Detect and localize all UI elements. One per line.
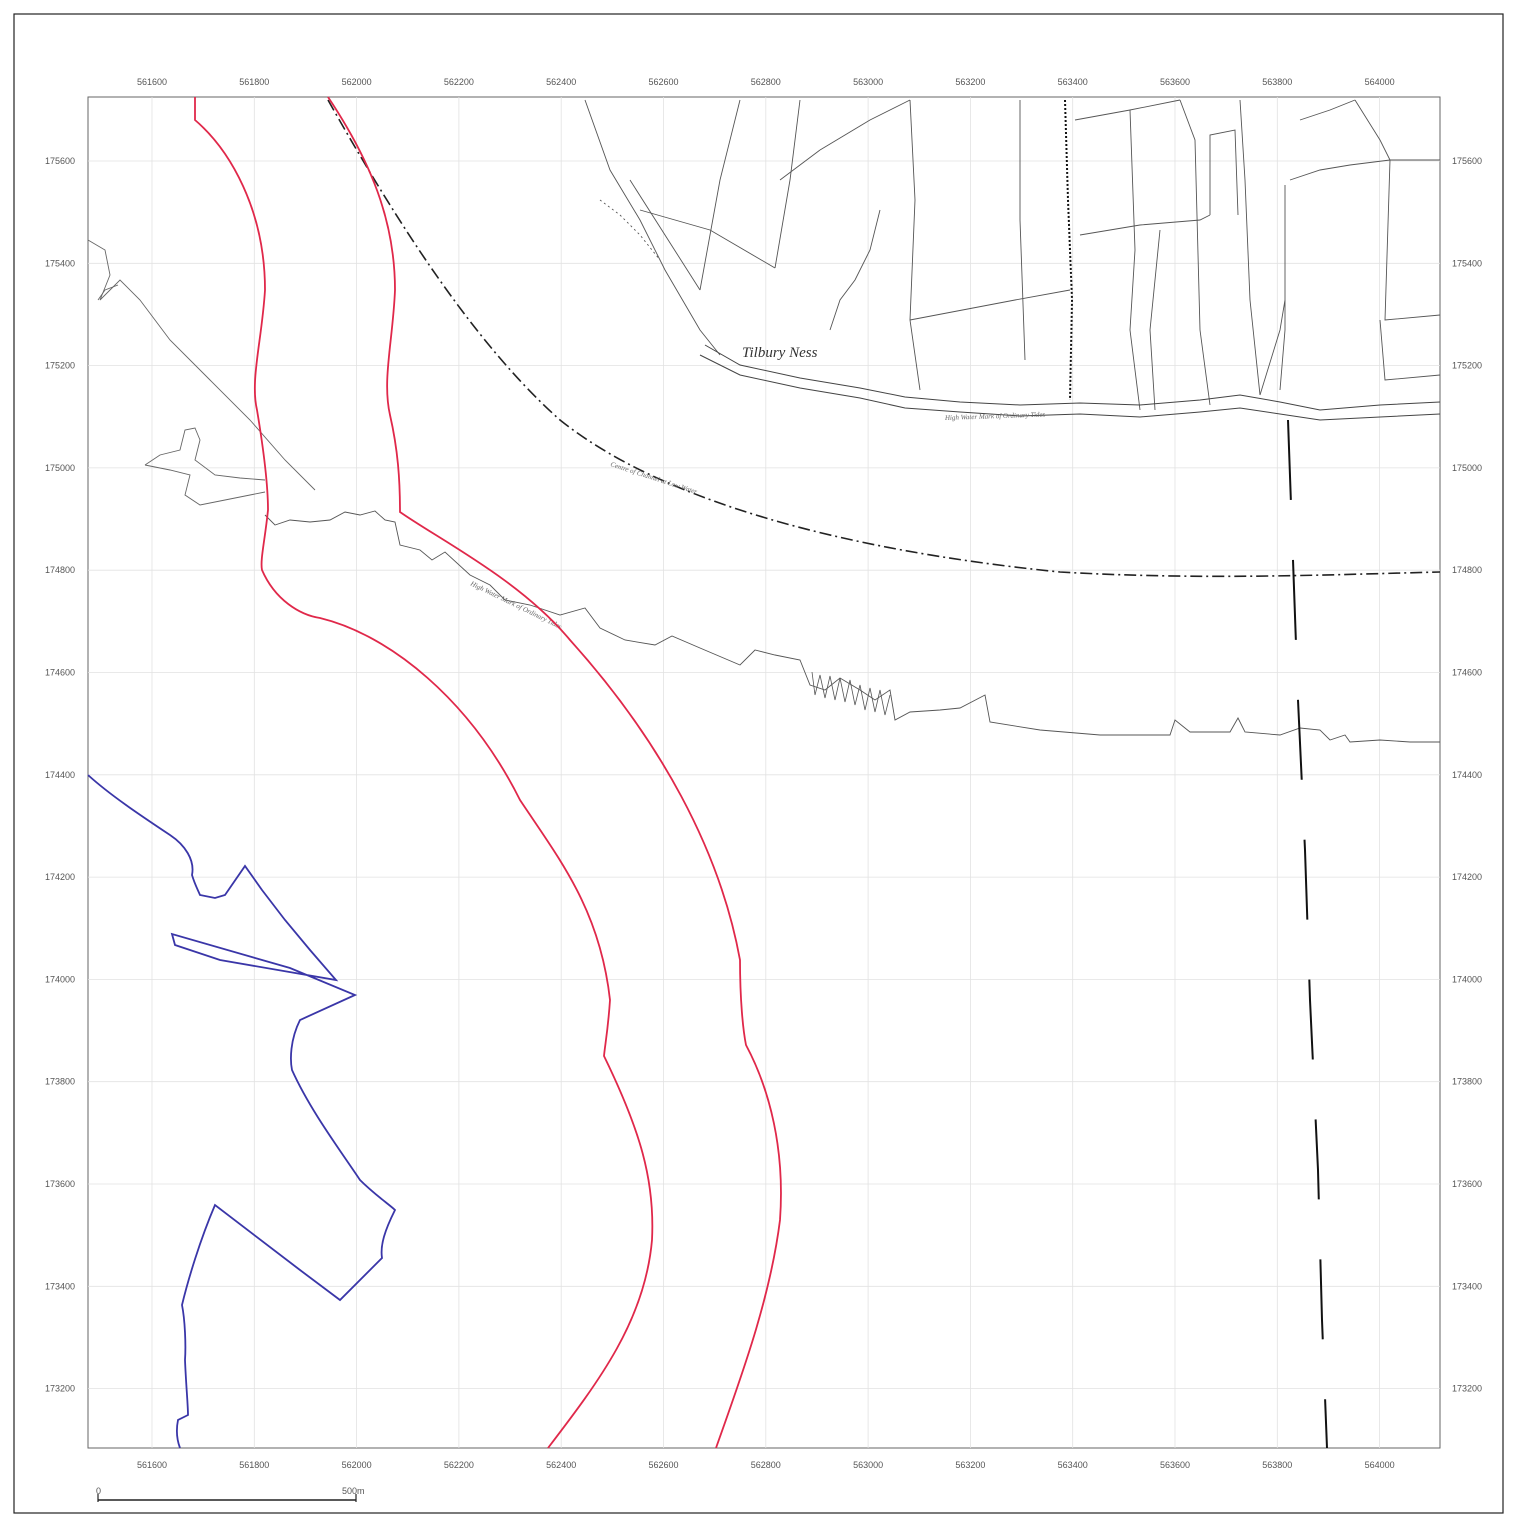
northing-label-left: 173800 [45,1077,75,1087]
northing-label-left: 173400 [45,1281,75,1291]
field-boundary [909,99,921,391]
field-boundary [584,99,721,356]
sea-wall [699,344,1441,421]
northing-label-left: 173200 [45,1384,75,1394]
channel-centre-line [327,99,1441,578]
field-boundary [1279,185,1286,391]
northing-label-right: 175000 [1452,463,1482,473]
field-boundary [1129,109,1141,411]
northing-label-right: 174800 [1452,565,1482,575]
easting-label-bottom: 562800 [751,1460,781,1470]
easting-label-top: 561800 [239,77,269,87]
easting-label-bottom: 562000 [342,1460,372,1470]
field-boundary [1149,229,1161,411]
high-water-mark [264,510,1440,743]
grid-labels: 561600 561600 561800 561800 562000 562000 5622… [45,77,1482,1470]
northing-label-right: 175600 [1452,156,1482,166]
easting-label-top: 563000 [853,77,883,87]
red-boundary-west [194,97,654,1449]
place-label-tilbury-ness: Tilbury Ness [742,345,818,361]
northing-label-left: 174800 [45,565,75,575]
field-boundary [1379,319,1441,381]
northing-label-left: 173600 [45,1179,75,1189]
red-boundary-east [327,96,782,1449]
easting-label-bottom: 562600 [648,1460,678,1470]
easting-label-bottom: 563200 [955,1460,985,1470]
northing-label-right: 173200 [1452,1384,1482,1394]
field-boundary [1299,99,1356,121]
northing-label-right: 174000 [1452,974,1482,984]
northing-label-right: 174400 [1452,770,1482,780]
easting-label-top: 563400 [1058,77,1088,87]
field-boundary [1179,99,1211,406]
easting-label-top: 562400 [546,77,576,87]
easting-label-top: 562800 [751,77,781,87]
northing-label-left: 175600 [45,156,75,166]
field-boundary [1354,99,1441,321]
map-frame [87,96,1441,1449]
grid-lines [88,97,1440,1448]
easting-label-bottom: 561600 [137,1460,167,1470]
northing-label-left: 174600 [45,668,75,678]
easting-label-bottom: 563000 [853,1460,883,1470]
northing-label-left: 175400 [45,258,75,268]
easting-label-bottom: 563400 [1058,1460,1088,1470]
field-boundaries [584,99,1441,411]
survey-boundary-line [1287,419,1328,1449]
field-boundary [909,289,1071,321]
easting-label-bottom: 562200 [444,1460,474,1470]
field-boundary [819,99,911,151]
northing-label-right: 174600 [1452,668,1482,678]
field-boundary [699,99,741,291]
scale-bar-start-label: 0 [96,1486,101,1496]
field-boundary [1209,129,1239,216]
easting-label-top: 562000 [342,77,372,87]
field-boundary [1019,100,1026,361]
easting-label-top: 562200 [444,77,474,87]
field-boundary [1259,299,1286,396]
northing-label-left: 174200 [45,872,75,882]
field-boundary [774,99,801,269]
creek [87,239,316,506]
northing-label-right: 173400 [1452,1281,1482,1291]
field-boundary [629,179,701,291]
easting-label-top: 563800 [1262,77,1292,87]
easting-label-bottom: 563600 [1160,1460,1190,1470]
easting-label-top: 561600 [137,77,167,87]
northing-label-right: 173800 [1452,1077,1482,1087]
northing-label-right: 175200 [1452,361,1482,371]
high-water-label-north: High Water Mark of Ordinary Tides [944,410,1046,422]
field-boundary [829,209,881,331]
northing-label-left: 174000 [45,974,75,984]
easting-label-top: 564000 [1365,77,1395,87]
easting-label-bottom: 563800 [1262,1460,1292,1470]
field-boundary [779,149,821,181]
easting-label-bottom: 561800 [239,1460,269,1470]
northing-label-right: 174200 [1452,872,1482,882]
northing-label-left: 175200 [45,361,75,371]
easting-label-bottom: 562400 [546,1460,576,1470]
northing-label-right: 175400 [1452,258,1482,268]
scale-bar-end-label: 500m [342,1486,365,1496]
field-boundary [1289,159,1440,181]
page-border [13,13,1504,1514]
field-boundary [639,209,776,269]
easting-label-top: 563600 [1160,77,1190,87]
northing-label-left: 175000 [45,463,75,473]
northing-label-left: 174400 [45,770,75,780]
field-boundary [1079,214,1211,236]
red-boundaries [194,96,782,1449]
field-boundary [1239,99,1261,396]
easting-label-top: 562600 [648,77,678,87]
easting-label-bottom: 564000 [1365,1460,1395,1470]
blue-boundary [87,774,397,1449]
scale-bar: 0 500m [96,1486,365,1502]
jetty-structures [811,671,891,716]
easting-label-top: 563200 [955,77,985,87]
northing-label-right: 173600 [1452,1179,1482,1189]
